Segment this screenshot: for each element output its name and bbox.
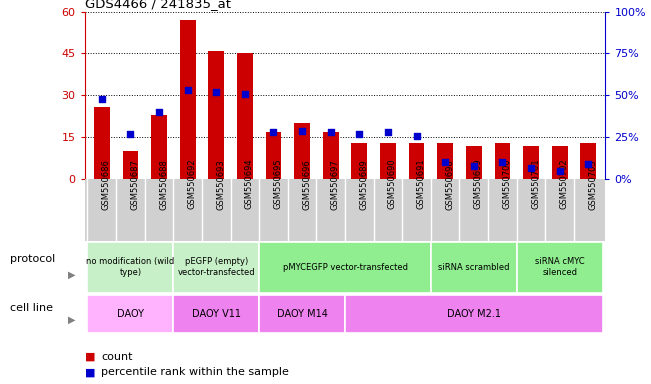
- Point: [354, 131, 365, 137]
- Text: GSM550702: GSM550702: [560, 159, 568, 209]
- Text: GSM550698: GSM550698: [445, 159, 454, 210]
- Bar: [87, 295, 173, 333]
- Bar: [237, 53, 253, 179]
- Point: [96, 96, 107, 102]
- Point: [154, 109, 164, 115]
- Bar: [151, 115, 167, 179]
- Bar: [259, 242, 431, 293]
- Bar: [352, 143, 367, 179]
- Text: GSM550697: GSM550697: [331, 159, 340, 210]
- Bar: [581, 143, 596, 179]
- Text: GSM550696: GSM550696: [302, 159, 311, 210]
- Text: percentile rank within the sample: percentile rank within the sample: [101, 367, 289, 377]
- Point: [297, 127, 307, 134]
- Text: GSM550700: GSM550700: [503, 159, 512, 209]
- Text: no modification (wild
type): no modification (wild type): [87, 257, 174, 277]
- Bar: [431, 242, 517, 293]
- Bar: [523, 146, 539, 179]
- Text: GSM550689: GSM550689: [359, 159, 368, 210]
- Text: GDS4466 / 241835_at: GDS4466 / 241835_at: [85, 0, 230, 10]
- Text: pEGFP (empty)
vector-transfected: pEGFP (empty) vector-transfected: [178, 257, 255, 277]
- Point: [125, 131, 135, 137]
- Point: [182, 87, 193, 93]
- Bar: [552, 146, 568, 179]
- Point: [240, 91, 250, 97]
- Text: GSM550695: GSM550695: [273, 159, 283, 209]
- Bar: [173, 242, 259, 293]
- Text: DAOY: DAOY: [117, 309, 144, 319]
- Point: [326, 129, 336, 135]
- Bar: [517, 242, 603, 293]
- Text: ■: ■: [85, 352, 95, 362]
- Bar: [259, 295, 345, 333]
- Point: [555, 168, 565, 174]
- Text: GSM550703: GSM550703: [589, 159, 597, 210]
- Text: pMYCEGFP vector-transfected: pMYCEGFP vector-transfected: [283, 263, 408, 271]
- Bar: [94, 107, 109, 179]
- Bar: [323, 132, 339, 179]
- Text: DAOY M2.1: DAOY M2.1: [447, 309, 501, 319]
- Bar: [122, 151, 138, 179]
- Bar: [266, 132, 281, 179]
- Point: [526, 164, 536, 170]
- Text: siRNA cMYC
silenced: siRNA cMYC silenced: [535, 257, 585, 277]
- Text: GSM550688: GSM550688: [159, 159, 168, 210]
- Point: [411, 132, 422, 139]
- Bar: [380, 143, 396, 179]
- Bar: [208, 51, 224, 179]
- Text: protocol: protocol: [10, 254, 55, 264]
- Text: GSM550687: GSM550687: [130, 159, 139, 210]
- Point: [469, 163, 479, 169]
- Bar: [345, 295, 603, 333]
- Text: DAOY V11: DAOY V11: [192, 309, 241, 319]
- Text: GSM550694: GSM550694: [245, 159, 254, 209]
- Bar: [466, 146, 482, 179]
- Point: [583, 161, 594, 167]
- Bar: [409, 143, 424, 179]
- Point: [383, 129, 393, 135]
- Text: GSM550692: GSM550692: [187, 159, 197, 209]
- Bar: [294, 123, 310, 179]
- Bar: [495, 143, 510, 179]
- Point: [497, 159, 508, 166]
- Bar: [173, 295, 259, 333]
- Text: siRNA scrambled: siRNA scrambled: [438, 263, 510, 271]
- Point: [268, 129, 279, 135]
- Text: ▶: ▶: [68, 315, 76, 325]
- Bar: [437, 143, 453, 179]
- Text: cell line: cell line: [10, 303, 53, 313]
- Text: GSM550699: GSM550699: [474, 159, 483, 209]
- Point: [211, 89, 221, 95]
- Text: ▶: ▶: [68, 270, 76, 280]
- Text: DAOY M14: DAOY M14: [277, 309, 327, 319]
- Point: [440, 159, 450, 166]
- Text: ■: ■: [85, 367, 95, 377]
- Text: count: count: [101, 352, 132, 362]
- Text: GSM550693: GSM550693: [216, 159, 225, 210]
- Text: GSM550691: GSM550691: [417, 159, 426, 209]
- Text: GSM550701: GSM550701: [531, 159, 540, 209]
- Text: GSM550686: GSM550686: [102, 159, 111, 210]
- Bar: [180, 20, 195, 179]
- Bar: [87, 242, 173, 293]
- Text: GSM550690: GSM550690: [388, 159, 397, 209]
